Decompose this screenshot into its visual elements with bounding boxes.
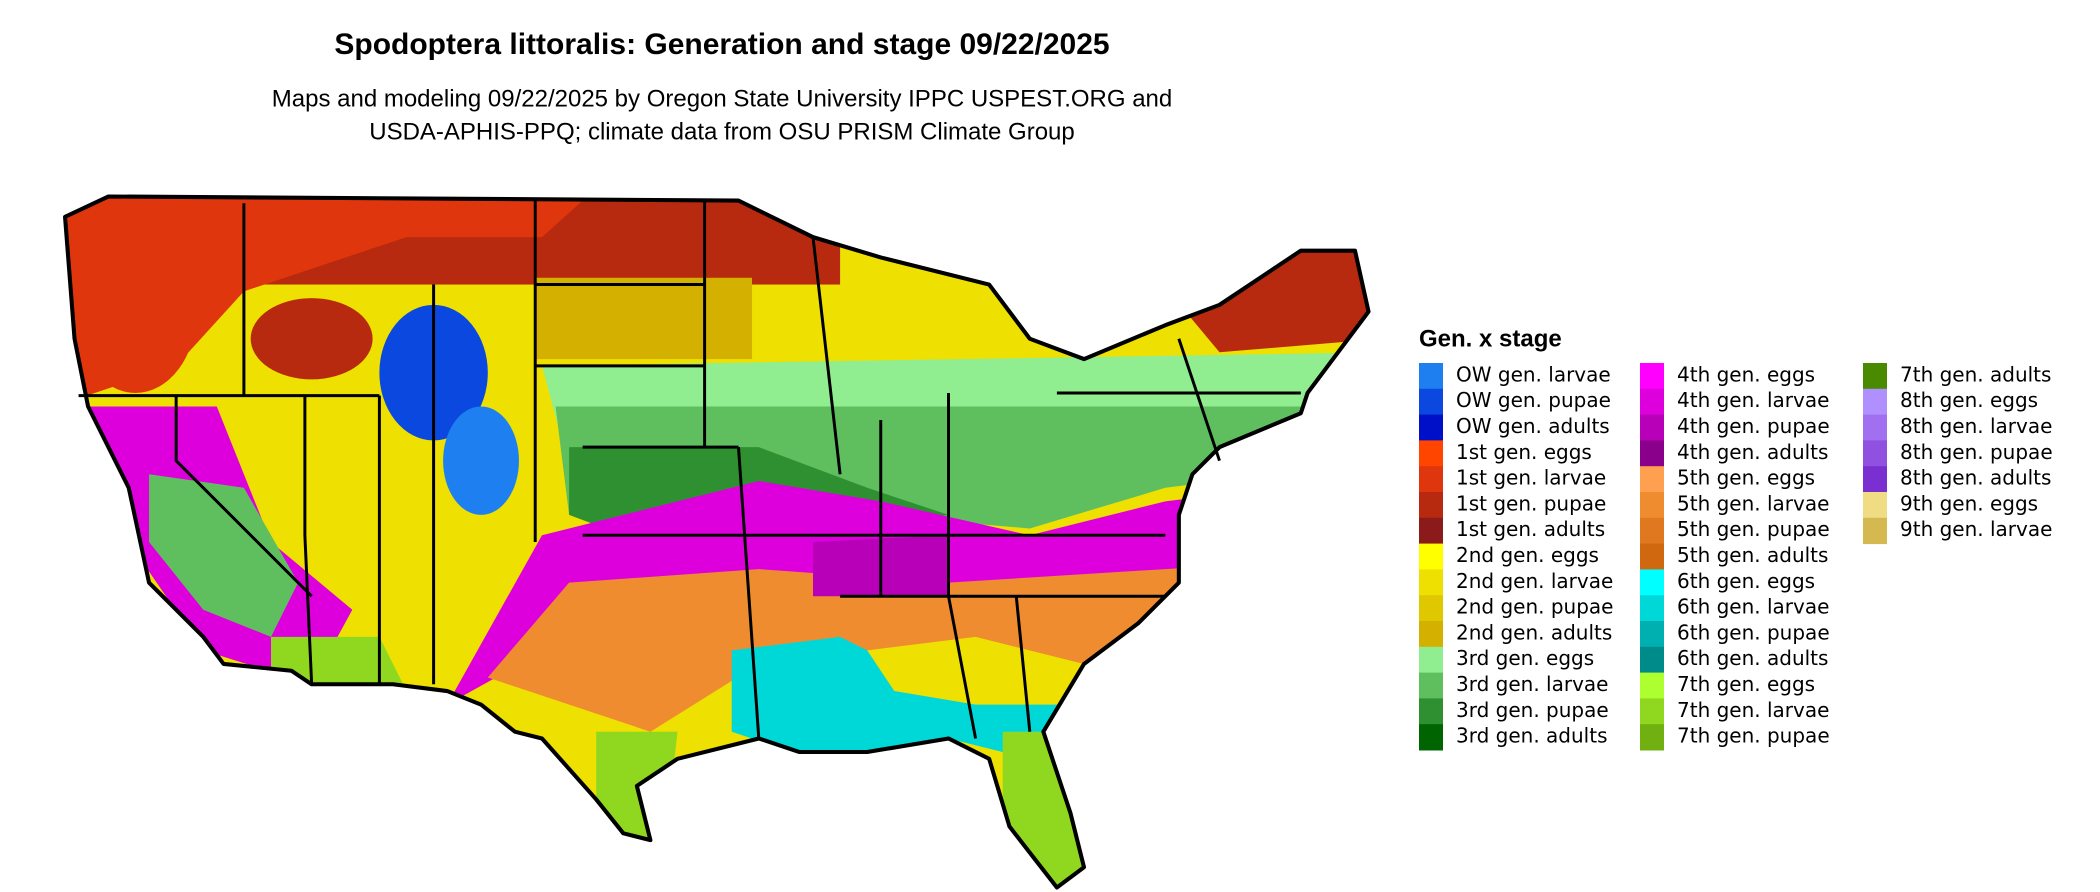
legend-swatch [1419, 363, 1443, 390]
legend-swatch [1419, 543, 1443, 570]
legend-swatch [1640, 621, 1664, 648]
legend-label: 1st gen. eggs [1456, 440, 1592, 464]
legend-label: 5th gen. larvae [1677, 491, 1829, 515]
legend-label: 8th gen. eggs [1900, 388, 2038, 412]
legend-swatch [1863, 492, 1887, 519]
legend-label: 6th gen. adults [1677, 646, 1828, 670]
legend-swatch [1863, 414, 1887, 441]
legend-swatch [1419, 724, 1443, 751]
legend-label: 7th gen. larvae [1677, 698, 1829, 722]
legend-swatch [1640, 543, 1664, 570]
legend-swatch [1640, 414, 1664, 441]
map-subtitle: Maps and modeling 09/22/2025 by Oregon S… [272, 85, 1172, 112]
legend-label: 4th gen. larvae [1677, 388, 1829, 412]
legend-label: 3rd gen. larvae [1456, 672, 1608, 696]
legend-swatch [1863, 363, 1887, 390]
legend-swatch [1640, 569, 1664, 596]
legend-swatch [1640, 388, 1664, 416]
legend-label: 8th gen. larvae [1900, 414, 2052, 438]
legend-label: 3rd gen. pupae [1456, 698, 1609, 722]
legend-label: 6th gen. eggs [1677, 569, 1815, 593]
legend-label: 4th gen. eggs [1677, 362, 1815, 386]
legend-label: OW gen. pupae [1456, 388, 1611, 412]
legend-label: 3rd gen. adults [1456, 724, 1607, 748]
legend-swatch [1419, 621, 1443, 648]
legend-label: 2nd gen. pupae [1456, 595, 1613, 619]
legend-swatch [1863, 466, 1887, 493]
legend-title: Gen. x stage [1419, 325, 1562, 352]
legend-swatch [1640, 672, 1664, 699]
legend-label: 2nd gen. eggs [1456, 543, 1599, 567]
legend-swatch [1640, 466, 1664, 493]
map-title: Spodoptera littoralis: Generation and st… [334, 28, 1109, 61]
legend-swatch [1640, 492, 1664, 519]
legend-label: 9th gen. eggs [1900, 491, 2038, 515]
map-subtitle: USDA-APHIS-PPQ; climate data from OSU PR… [369, 118, 1075, 145]
legend-swatch [1640, 517, 1664, 545]
legend-swatch [1640, 646, 1664, 674]
legend-swatch [1419, 595, 1443, 622]
legend-label: 7th gen. eggs [1677, 672, 1815, 696]
legend-swatch [1419, 569, 1443, 596]
legend-swatch [1419, 646, 1443, 674]
legend-label: 8th gen. pupae [1900, 440, 2053, 464]
legend-swatch [1640, 698, 1664, 725]
legend-swatch [1863, 517, 1887, 545]
legend-swatch [1419, 440, 1443, 467]
legend-label: 2nd gen. larvae [1456, 569, 1613, 593]
legend-label: OW gen. larvae [1456, 362, 1611, 386]
legend-label: 7th gen. pupae [1677, 724, 1830, 748]
legend-label: 5th gen. eggs [1677, 466, 1815, 490]
legend-label: OW gen. adults [1456, 414, 1610, 438]
legend-swatch [1419, 698, 1443, 725]
legend-label: 3rd gen. eggs [1456, 646, 1594, 670]
legend-swatch [1640, 440, 1664, 467]
legend-label: 5th gen. adults [1677, 543, 1828, 567]
legend-label: 8th gen. adults [1900, 466, 2051, 490]
legend-swatch [1419, 466, 1443, 493]
legend-label: 1st gen. adults [1456, 517, 1605, 541]
legend-swatch [1640, 724, 1664, 751]
legend-swatch [1419, 517, 1443, 545]
legend-label: 4th gen. adults [1677, 440, 1828, 464]
legend-swatch [1419, 672, 1443, 699]
legend-label: 6th gen. pupae [1677, 620, 1830, 644]
legend-swatch [1640, 595, 1664, 622]
legend-swatch [1863, 388, 1887, 416]
legend-swatch [1419, 492, 1443, 519]
legend-label: 7th gen. adults [1900, 362, 2051, 386]
legend-label: 1st gen. pupae [1456, 491, 1606, 515]
legend-label: 4th gen. pupae [1677, 414, 1830, 438]
legend-label: 5th gen. pupae [1677, 517, 1830, 541]
state-borders [78, 200, 1301, 739]
legend-swatch [1640, 363, 1664, 390]
map [63, 194, 1371, 890]
legend-label: 9th gen. larvae [1900, 517, 2052, 541]
legend-swatch [1863, 440, 1887, 467]
legend-swatch [1419, 388, 1443, 416]
legend-label: 2nd gen. adults [1456, 620, 1612, 644]
legend-label: 6th gen. larvae [1677, 595, 1829, 619]
legend-label: 1st gen. larvae [1456, 466, 1606, 490]
legend-swatch [1419, 414, 1443, 441]
